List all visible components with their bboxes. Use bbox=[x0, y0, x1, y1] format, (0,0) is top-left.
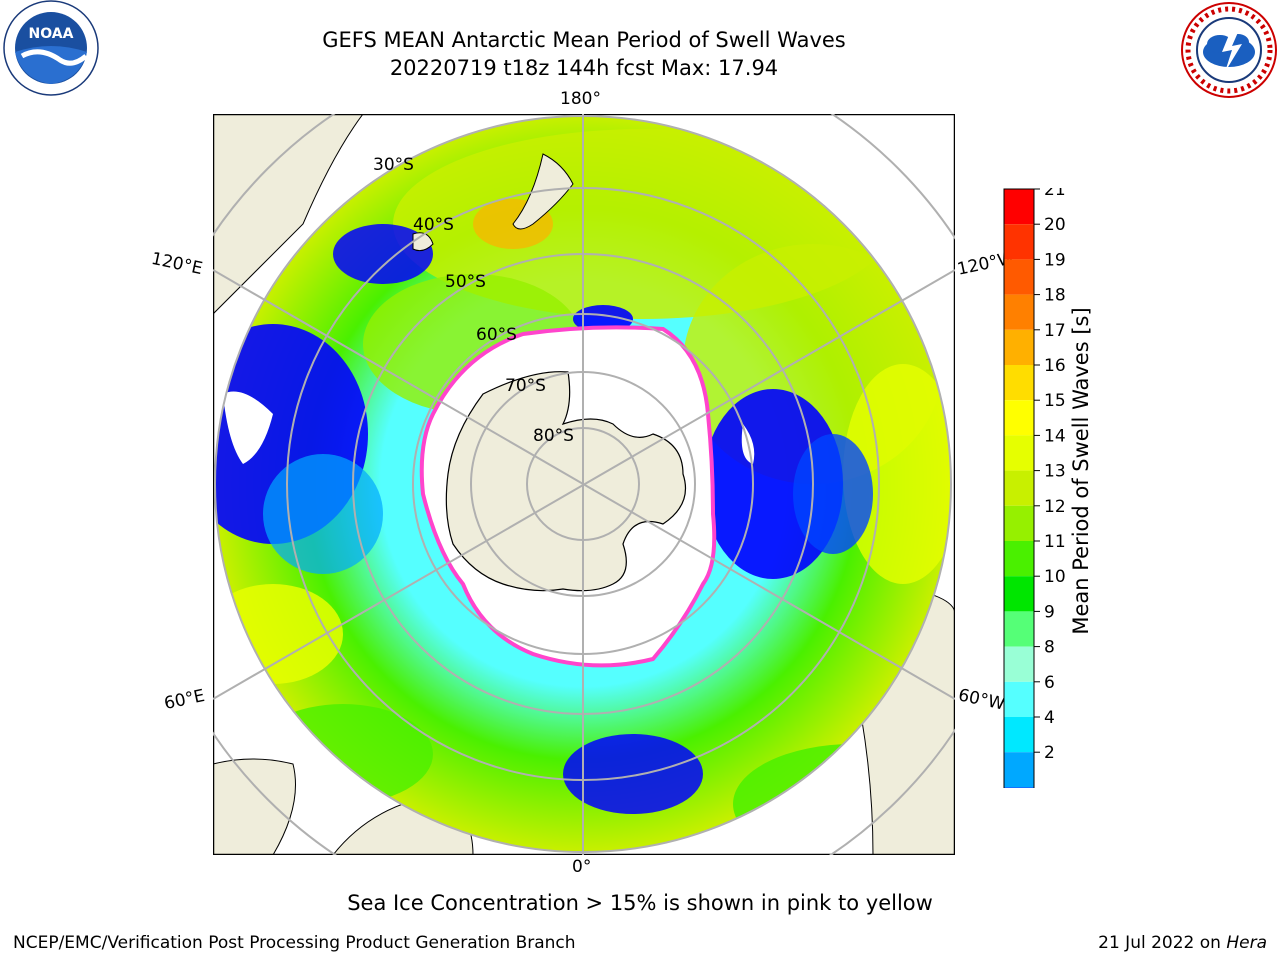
colorbar-tick-label: 18 bbox=[1044, 286, 1066, 306]
colorbar-tick-label: 6 bbox=[1044, 673, 1055, 693]
svg-text:NOAA: NOAA bbox=[29, 26, 74, 42]
colorbar-tick-label: 8 bbox=[1044, 638, 1055, 658]
swell-zone bbox=[843, 364, 951, 584]
colorbar-tick-label: 16 bbox=[1044, 356, 1066, 376]
footer-date-text: 21 Jul 2022 on bbox=[1098, 933, 1227, 953]
colorbar-segment bbox=[1004, 470, 1034, 506]
lat-label-50: 50°S bbox=[445, 272, 486, 292]
colorbar-segment bbox=[1004, 717, 1034, 753]
colorbar-tick-label: 13 bbox=[1044, 462, 1066, 482]
lat-label-40: 40°S bbox=[413, 215, 454, 235]
colorbar: 21 20 19 18 17 16 15 14 13 12 11 10 9 8 6 4 2 bbox=[1003, 188, 1066, 788]
lon-label-0: 0° bbox=[572, 857, 592, 877]
colorbar-segment bbox=[1004, 576, 1034, 612]
colorbar-segment bbox=[1004, 224, 1034, 260]
colorbar-tick-label: 9 bbox=[1044, 602, 1055, 622]
colorbar-segment bbox=[1004, 752, 1034, 788]
colorbar-segment bbox=[1004, 435, 1034, 471]
footer-credit: NCEP/EMC/Verification Post Processing Pr… bbox=[13, 933, 576, 953]
chart-title: GEFS MEAN Antarctic Mean Period of Swell… bbox=[322, 28, 846, 52]
colorbar-tick-label: 4 bbox=[1044, 708, 1055, 728]
lon-label-60w: 60°W bbox=[956, 685, 1007, 715]
lat-label-70: 70°S bbox=[505, 376, 546, 396]
colorbar-tick-label: 10 bbox=[1044, 567, 1066, 587]
colorbar-tick-label: 15 bbox=[1044, 391, 1066, 411]
lat-label-30: 30°S bbox=[373, 155, 414, 175]
colorbar-segment bbox=[1004, 294, 1034, 330]
colorbar-segment bbox=[1004, 505, 1034, 541]
colorbar-tick-label: 21 bbox=[1044, 188, 1066, 200]
colorbar-segment bbox=[1004, 787, 1034, 788]
lat-label-60: 60°S bbox=[476, 325, 517, 345]
colorbar-tick-label: 19 bbox=[1044, 250, 1066, 270]
colorbar-tick-label: 12 bbox=[1044, 497, 1066, 517]
colorbar-tick-label: 17 bbox=[1044, 321, 1066, 341]
polar-map: 30°S 40°S 50°S 60°S 70°S 80°S bbox=[213, 114, 955, 855]
footer-date: 21 Jul 2022 on Hera bbox=[1098, 933, 1267, 953]
graticule bbox=[213, 114, 955, 855]
colorbar-segment bbox=[1004, 611, 1034, 647]
no-data-patch bbox=[223, 391, 273, 464]
swell-zone bbox=[333, 224, 433, 284]
colorbar-segment bbox=[1004, 400, 1034, 436]
swell-zone bbox=[563, 734, 703, 814]
colorbar-tick-label: 14 bbox=[1044, 426, 1066, 446]
footer-host: Hera bbox=[1226, 933, 1267, 953]
africa-land bbox=[213, 758, 296, 855]
noaa-logo-icon: NOAA bbox=[3, 0, 99, 96]
lat-label-80: 80°S bbox=[533, 426, 574, 446]
nws-logo-icon bbox=[1181, 2, 1277, 98]
colorbar-segment bbox=[1004, 259, 1034, 295]
lon-label-60e: 60°E bbox=[162, 685, 207, 715]
colorbar-segment bbox=[1004, 189, 1034, 225]
antarctica-land bbox=[445, 371, 687, 592]
lon-label-180: 180° bbox=[560, 89, 601, 109]
colorbar-tick-label: 2 bbox=[1044, 743, 1055, 763]
colorbar-tick-label: 11 bbox=[1044, 532, 1066, 552]
colorbar-title: Mean Period of Swell Waves [s] bbox=[1069, 307, 1093, 635]
colorbar-segment bbox=[1004, 541, 1034, 577]
colorbar-segment bbox=[1004, 365, 1034, 401]
swell-zone bbox=[793, 434, 873, 554]
chart-subtitle: 20220719 t18z 144h fcst Max: 17.94 bbox=[389, 56, 779, 80]
lon-label-120e: 120°E bbox=[149, 248, 205, 280]
australia-land bbox=[213, 114, 364, 315]
sea-ice-caption: Sea Ice Concentration > 15% is shown in … bbox=[347, 891, 933, 915]
colorbar-segment bbox=[1004, 681, 1034, 717]
colorbar-segment bbox=[1004, 329, 1034, 365]
colorbar-tick-label: 20 bbox=[1044, 215, 1066, 235]
colorbar-segment bbox=[1004, 646, 1034, 682]
